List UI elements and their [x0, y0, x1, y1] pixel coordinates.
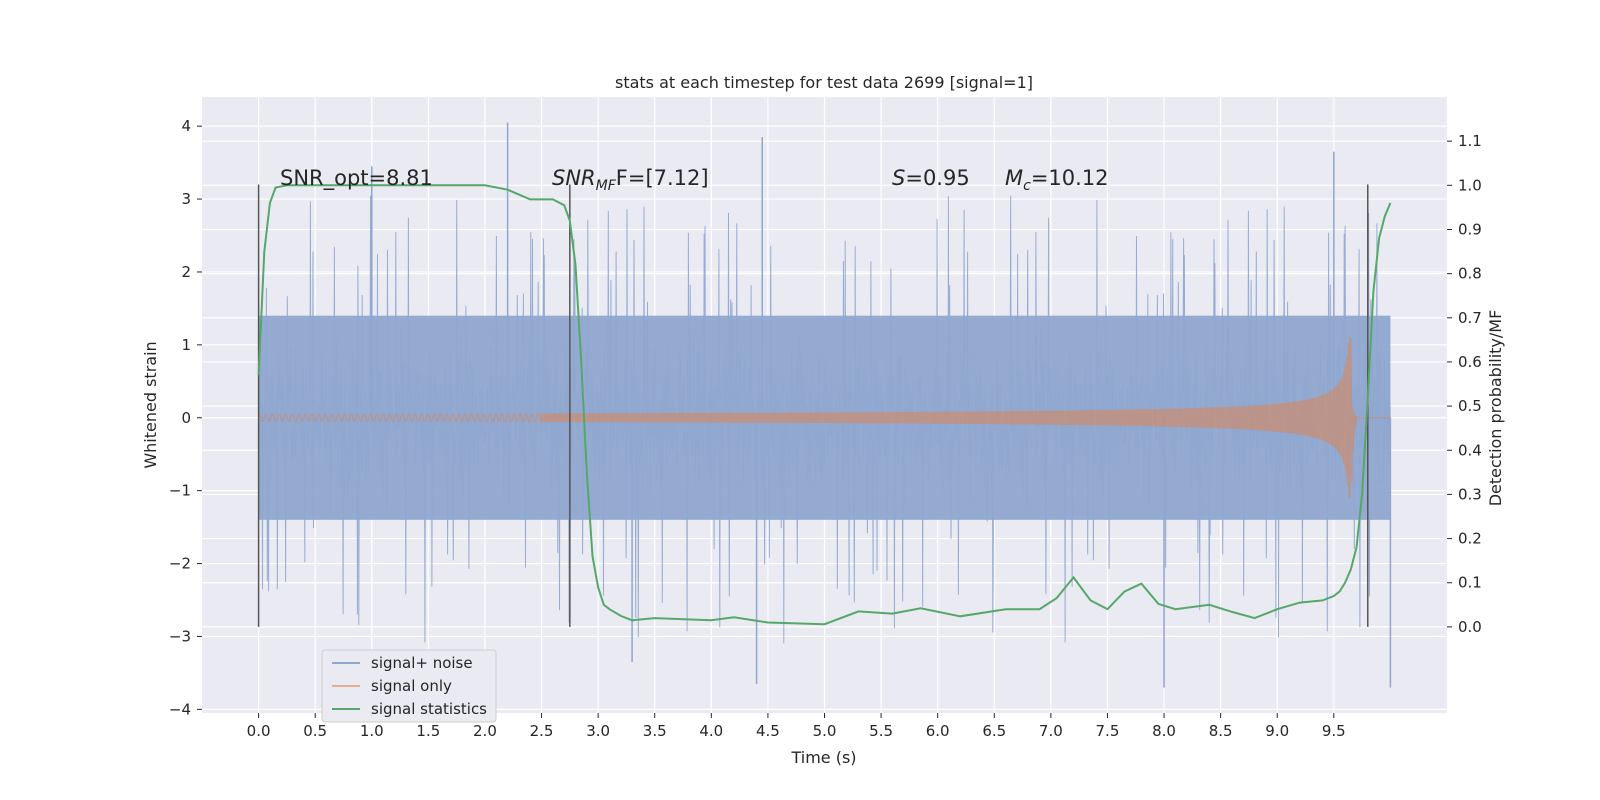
y-right-tick-label: 0.6 — [1458, 353, 1482, 371]
x-tick-label: 0.5 — [303, 722, 327, 740]
x-tick-label: 8.0 — [1152, 722, 1176, 740]
x-tick-label: 2.5 — [530, 722, 554, 740]
x-tick-label: 7.0 — [1039, 722, 1063, 740]
legend-box — [321, 649, 497, 723]
series-signal-only — [258, 337, 1391, 498]
y-right-tick-label: 0.9 — [1458, 220, 1482, 238]
x-axis-label: Time (s) — [790, 748, 856, 767]
annotation-mc-sub: c — [1023, 178, 1031, 194]
x-tick-label: 6.5 — [982, 722, 1006, 740]
x-tick-label: 0.0 — [247, 722, 271, 740]
y-left-tick-label: −3 — [169, 627, 191, 645]
y-left-tick-label: −1 — [169, 482, 191, 500]
y-left-tick-label: −2 — [169, 555, 191, 573]
annotation-mc: Mc=10.12 — [1005, 166, 1109, 194]
y-right-tick-label: 1.0 — [1458, 176, 1482, 194]
annotation-snr-opt: SNR_opt=8.81 — [280, 166, 433, 191]
x-tick-label: 3.5 — [643, 722, 667, 740]
x-tick-label: 1.5 — [416, 722, 440, 740]
y-right-axis-label: Detection probability/MF — [1486, 310, 1505, 507]
series-signal-statistics — [257, 184, 1392, 626]
legend-label-signal-noise: signal+ noise — [371, 654, 473, 672]
x-tick-label: 5.5 — [869, 722, 893, 740]
y-left-axis-ticks: 4 3 2 1 0 −1 −2 −3 −4 — [169, 117, 202, 718]
y-left-tick-label: 4 — [181, 117, 191, 135]
y-left-tick-label: 1 — [181, 336, 191, 354]
x-tick-label: 7.5 — [1096, 722, 1120, 740]
x-tick-label: 9.0 — [1265, 722, 1289, 740]
x-tick-label: 4.0 — [699, 722, 723, 740]
annotations: SNR_opt=8.81 SNRMFF=[7.12] S=0.95 Mc=10.… — [280, 166, 1109, 194]
annotation-snr-mf-rest: F=[7.12] — [616, 166, 709, 190]
annotation-s-rest: =0.95 — [905, 166, 969, 190]
y-left-tick-label: 2 — [181, 263, 191, 281]
annotation-s: S=0.95 — [892, 166, 970, 190]
x-axis-ticks: 0.0 0.5 1.0 1.5 2.0 2.5 3.0 3.5 4.0 4.5 5.0 5.5 6.0 6… — [247, 713, 1346, 740]
y-left-axis-label: Whitened strain — [141, 341, 160, 468]
annotation-snr-mf-main: SNR — [552, 166, 596, 190]
y-right-tick-label: 0.2 — [1458, 530, 1482, 548]
annotation-s-main: S — [892, 166, 905, 190]
x-tick-label: 2.0 — [473, 722, 497, 740]
chart-title: stats at each timestep for test data 269… — [615, 73, 1033, 92]
y-right-tick-label: 0.4 — [1458, 441, 1482, 459]
y-right-tick-label: 0.0 — [1458, 618, 1482, 636]
x-tick-label: 3.0 — [586, 722, 610, 740]
legend-label-signal-statistics: signal statistics — [371, 700, 487, 718]
x-tick-label: 4.5 — [756, 722, 780, 740]
x-tick-label: 9.5 — [1322, 722, 1346, 740]
annotation-snr-mf-sub: MF — [596, 178, 617, 194]
y-right-tick-label: 0.7 — [1458, 309, 1482, 327]
y-left-tick-label: −4 — [169, 700, 191, 718]
legend-label-signal-only: signal only — [371, 677, 452, 695]
y-left-tick-label: 3 — [181, 190, 191, 208]
signal-only-trace — [258, 337, 1391, 498]
y-right-tick-label: 0.5 — [1458, 397, 1482, 415]
annotation-mc-rest: =10.12 — [1031, 166, 1109, 190]
x-tick-label: 8.5 — [1209, 722, 1233, 740]
y-right-axis-ticks: 1.1 1.0 0.9 0.8 0.7 0.6 0.5 0.4 0.3 0.2 0.1 0.0 — [1447, 132, 1482, 636]
x-tick-label: 6.0 — [926, 722, 950, 740]
y-right-tick-label: 0.8 — [1458, 265, 1482, 283]
x-tick-label: 1.0 — [360, 722, 384, 740]
signal-statistics-line — [257, 184, 1392, 626]
y-right-tick-label: 0.3 — [1458, 485, 1482, 503]
legend: signal+ noise signal only signal statist… — [321, 649, 497, 723]
annotation-mc-main: M — [1005, 166, 1023, 190]
annotation-snr-mf: SNRMFF=[7.12] — [552, 166, 709, 194]
y-right-tick-label: 0.1 — [1458, 574, 1482, 592]
x-tick-label: 5.0 — [813, 722, 837, 740]
y-right-tick-label: 1.1 — [1458, 132, 1482, 150]
y-left-tick-label: 0 — [181, 409, 191, 427]
